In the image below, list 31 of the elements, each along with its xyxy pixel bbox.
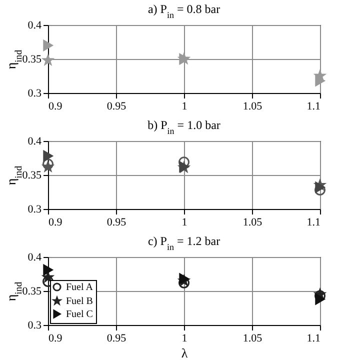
y-tick-label: 0.4 — [28, 136, 42, 148]
y-tick-label: 0.35 — [22, 170, 42, 182]
x-tick-label: 0.9 — [48, 332, 63, 344]
x-tick-label: 1.1 — [306, 100, 320, 112]
x-tick-label: 1.1 — [306, 216, 320, 228]
legend-label: Fuel C — [66, 309, 94, 320]
x-tick-label: 1 — [182, 100, 188, 112]
x-tick-label: 0.9 — [48, 216, 63, 228]
legend-label: Fuel A — [66, 282, 94, 293]
x-tick-label: 1.05 — [242, 216, 263, 228]
x-tick-label: 0.95 — [106, 332, 127, 344]
x-tick-label: 1.05 — [242, 332, 263, 344]
x-tick-label: 1.05 — [242, 100, 263, 112]
y-tick-label: 0.3 — [28, 88, 42, 100]
y-tick-label: 0.35 — [22, 54, 42, 66]
y-tick-label: 0.4 — [28, 20, 42, 32]
chart-title: c) P$_{in}$ = 1.2 bar — [148, 234, 220, 252]
chart-title: b) P$_{in}$ = 1.0 bar — [148, 118, 220, 136]
x-axis-title: λ — [181, 346, 188, 360]
x-tick-label: 0.95 — [106, 216, 127, 228]
x-tick-label: 1 — [182, 332, 188, 344]
y-tick-label: 0.3 — [28, 320, 42, 332]
y-tick-label: 0.4 — [28, 252, 42, 264]
chart-title: a) P$_{in}$ = 0.8 bar — [148, 2, 220, 20]
legend-label: Fuel B — [66, 296, 94, 307]
x-tick-label: 1 — [182, 216, 188, 228]
y-tick-label: 0.3 — [28, 204, 42, 216]
x-tick-label: 0.95 — [106, 100, 127, 112]
x-tick-label: 1.1 — [306, 332, 320, 344]
y-tick-label: 0.35 — [22, 286, 42, 298]
x-tick-label: 0.9 — [48, 100, 63, 112]
